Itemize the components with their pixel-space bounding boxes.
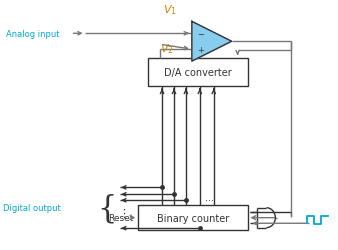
- Bar: [138, 206, 247, 230]
- Text: Digital output: Digital output: [3, 204, 61, 212]
- Text: ...: ...: [205, 192, 214, 202]
- Text: ⋮: ⋮: [118, 208, 129, 218]
- Text: −: −: [197, 30, 204, 39]
- Text: Reset: Reset: [108, 213, 134, 222]
- Text: Binary counter: Binary counter: [157, 213, 229, 223]
- Text: $V_1$: $V_1$: [163, 4, 177, 17]
- Text: $V_2$: $V_2$: [160, 42, 174, 56]
- Text: Analog input: Analog input: [6, 30, 59, 39]
- Text: {: {: [97, 192, 116, 223]
- Text: +: +: [197, 46, 204, 54]
- Text: D/A converter: D/A converter: [164, 68, 232, 78]
- Bar: [148, 59, 247, 87]
- Polygon shape: [192, 22, 232, 62]
